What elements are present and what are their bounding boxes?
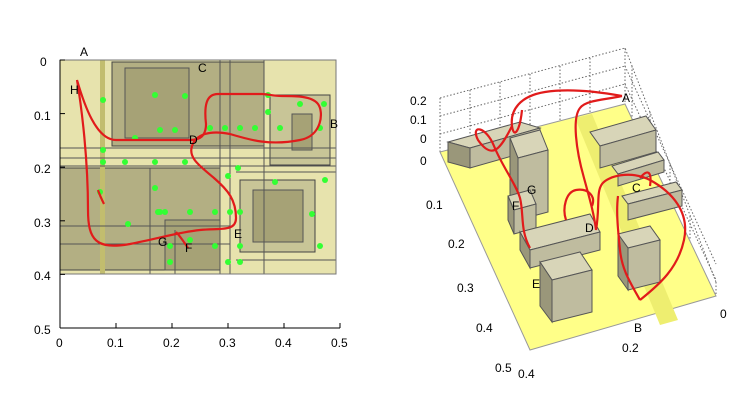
left-path-tail-g bbox=[96, 189, 105, 205]
left-x-tick-3: 0.3 bbox=[219, 336, 236, 350]
left-block-f bbox=[164, 219, 221, 271]
right-z-tick-3: 0 bbox=[420, 154, 427, 168]
right-y-tick-3: 0.4 bbox=[476, 321, 493, 335]
left-waypoint-markers bbox=[97, 92, 328, 265]
left-y-tick-2: 0.2 bbox=[34, 162, 51, 176]
left-x-tick-1: 0.1 bbox=[107, 336, 124, 350]
right-label-g: G bbox=[527, 183, 536, 197]
right-label-a: A bbox=[622, 91, 630, 105]
right-block-f bbox=[507, 189, 537, 235]
left-x-tick-5: 0.5 bbox=[331, 336, 348, 350]
left-path-tail-f bbox=[175, 231, 189, 249]
right-block-c-slabs bbox=[611, 151, 683, 221]
left-y-tick-0: 0 bbox=[40, 55, 47, 69]
right-y-tick-4: 0.5 bbox=[495, 361, 512, 375]
right-wireframe bbox=[439, 47, 717, 296]
right-block-mid-long bbox=[519, 213, 601, 270]
right-x-tick-1: 0.4 bbox=[518, 367, 535, 381]
right-x-tick-0: 0.2 bbox=[622, 341, 639, 355]
left-road-vertical bbox=[100, 60, 105, 274]
right-z-tick-1: 0.1 bbox=[410, 113, 427, 127]
left-x-tick-0: 0 bbox=[56, 336, 63, 350]
right-label-b: B bbox=[634, 321, 642, 335]
left-label-g: G bbox=[158, 235, 167, 249]
right-block-front bbox=[617, 225, 661, 292]
right-label-f: F bbox=[512, 199, 519, 213]
right-plot: 0.2 0.1 0 0 0.1 0.2 0.3 0.4 0.5 0.2 0.4 … bbox=[410, 47, 727, 381]
right-z-tick-0: 0.2 bbox=[410, 94, 427, 108]
left-label-d: D bbox=[189, 133, 198, 147]
left-block-e-inner bbox=[252, 189, 304, 243]
left-y-tick-5: 0.5 bbox=[34, 323, 51, 337]
left-label-a: A bbox=[80, 45, 88, 59]
left-axes bbox=[59, 59, 341, 329]
right-block-e bbox=[539, 251, 593, 324]
right-planned-path bbox=[474, 89, 687, 301]
left-label-h: H bbox=[70, 83, 79, 97]
left-block-b-inner bbox=[291, 113, 313, 151]
right-label-c: C bbox=[632, 181, 641, 195]
right-corner-label: 0 bbox=[720, 307, 727, 321]
left-block-c-inner bbox=[124, 67, 190, 139]
right-label-d: D bbox=[585, 221, 594, 235]
left-label-f: F bbox=[185, 241, 192, 255]
left-label-c: C bbox=[198, 61, 207, 75]
left-planned-path bbox=[75, 79, 322, 247]
left-y-tick-4: 0.4 bbox=[34, 269, 51, 283]
right-block-c-back bbox=[589, 115, 657, 169]
right-y-tick-1: 0.2 bbox=[448, 237, 465, 251]
left-x-tick-2: 0.2 bbox=[163, 336, 180, 350]
right-y-tick-0: 0.1 bbox=[426, 198, 443, 212]
left-y-tick-3: 0.3 bbox=[34, 216, 51, 230]
left-x-tick-4: 0.4 bbox=[275, 336, 292, 350]
left-label-b: B bbox=[330, 117, 338, 131]
right-y-tick-2: 0.3 bbox=[457, 281, 474, 295]
left-grid-lines bbox=[60, 60, 336, 274]
left-label-e: E bbox=[234, 227, 242, 241]
left-y-tick-1: 0.1 bbox=[34, 109, 51, 123]
right-label-e: E bbox=[532, 277, 540, 291]
left-plot: 0 0.1 0.2 0.3 0.4 0.5 0 0.1 0.2 0.3 0.4 … bbox=[34, 45, 348, 350]
right-z-tick-2: 0 bbox=[420, 132, 427, 146]
